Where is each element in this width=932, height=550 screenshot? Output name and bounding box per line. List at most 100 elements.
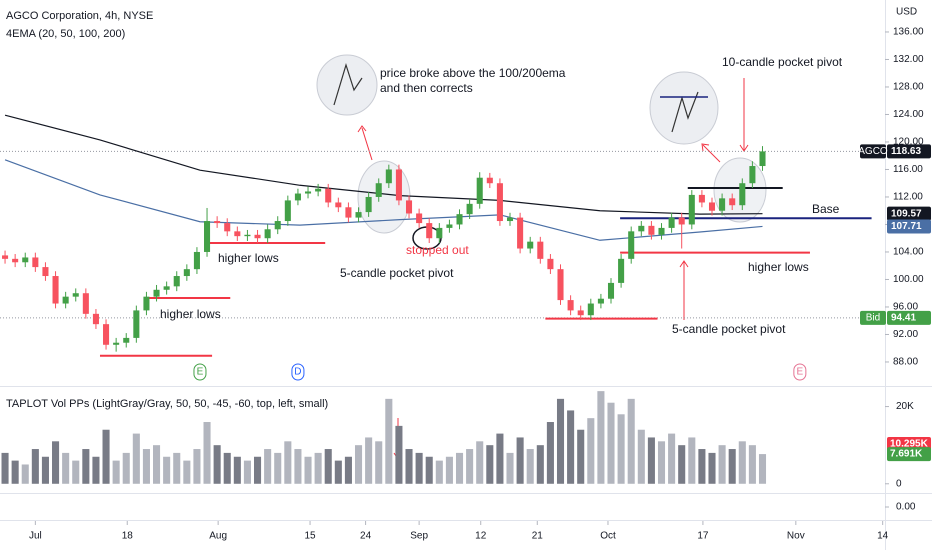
candle-body (12, 258, 19, 263)
annotation: 5-candle pocket pivot (672, 322, 786, 336)
arrow (361, 127, 373, 161)
candle-body (446, 224, 453, 228)
candle-body (658, 227, 665, 235)
candle-body (214, 221, 221, 224)
volume-bar (647, 437, 655, 484)
volume-tag-label: 10.295K (890, 439, 929, 450)
volume-bar (445, 456, 453, 484)
volume-bar (243, 460, 251, 484)
volume-bar (385, 398, 393, 484)
candle-body (123, 337, 130, 343)
candle-body (547, 258, 554, 270)
volume-bar (122, 452, 130, 484)
volume-bar (324, 449, 332, 484)
arrow (702, 144, 721, 163)
candle-body (254, 234, 261, 239)
volume-bar (637, 429, 645, 484)
volume-bar (203, 422, 211, 484)
volume-bar (758, 454, 767, 484)
volume-bar (375, 441, 383, 484)
volume-bar (728, 449, 736, 484)
candle-body (476, 177, 483, 204)
candle-body (163, 286, 170, 290)
price-pane: 88.0092.0096.00100.00104.00108.00112.001… (0, 27, 931, 381)
candle-body (274, 221, 281, 230)
annotation: Base (812, 202, 840, 216)
volume-bar (102, 429, 110, 484)
volume-bar (567, 410, 575, 484)
x-tick-label: 18 (122, 531, 134, 542)
candle-body (739, 183, 746, 206)
volume-bar (607, 402, 615, 484)
volume-bar (516, 437, 524, 484)
annotation: 10-candle pocket pivot (722, 55, 843, 69)
arrow-head (679, 260, 689, 268)
volume-bar (193, 449, 201, 484)
volume-bar (435, 460, 443, 484)
volume-bar (72, 460, 80, 484)
volume-bar (132, 433, 140, 484)
volume-bar (82, 449, 90, 484)
volume-bar (587, 418, 595, 484)
y-tick-label: 112.00 (893, 192, 923, 203)
volume-bar (223, 452, 231, 484)
volume-bar (738, 441, 746, 484)
y-tick-label: 100.00 (893, 274, 924, 285)
candle-body (719, 198, 726, 211)
indicator-title: TAPLOT Vol PPs (LightGray/Gray, 50, 50, … (6, 398, 328, 410)
candle-body (42, 267, 49, 277)
volume-bar (213, 445, 221, 484)
volume-bar (597, 391, 605, 484)
volume-bar (334, 460, 342, 484)
volume-bar (344, 456, 352, 484)
annotation: higher lows (218, 251, 279, 265)
price-tag (887, 310, 931, 325)
candle-body (607, 282, 615, 299)
x-tick-label: 14 (877, 531, 889, 542)
event-marker (793, 363, 807, 381)
candle-body (294, 193, 301, 201)
volume-bar (506, 452, 514, 484)
volume-bar (546, 422, 554, 484)
candle-body (577, 310, 584, 316)
y-tick-label: 92.00 (893, 329, 918, 340)
y-tick-label: 128.00 (893, 82, 924, 93)
annotation: higher lows (160, 307, 221, 321)
candle-body (193, 251, 200, 270)
x-tick-label: Oct (600, 531, 616, 542)
candle-body (244, 234, 251, 237)
volume-bar (496, 433, 504, 484)
price-tag (887, 219, 931, 234)
candle-body (537, 241, 544, 259)
volume-bar (627, 398, 635, 484)
volume-bar (163, 456, 171, 484)
candle-body (284, 200, 291, 222)
candle-body (82, 293, 89, 314)
volume-bar (395, 425, 403, 484)
volume-bar (455, 452, 464, 484)
event-label: E (197, 367, 204, 378)
candle-body (638, 225, 645, 232)
volume-bar (536, 445, 544, 484)
volume-bar (21, 464, 29, 484)
volume-bar (274, 452, 282, 484)
candle-body (527, 241, 534, 249)
volume-bar (617, 414, 625, 484)
ema-line (4, 159, 763, 241)
x-tick-label: Nov (787, 531, 805, 542)
volume-bar (425, 456, 433, 484)
candle-body (204, 221, 211, 252)
volume-bar (52, 441, 60, 484)
volume-bar (415, 452, 423, 484)
y-tick-label: 136.00 (893, 27, 924, 38)
volume-bar (264, 449, 272, 484)
candle-body (153, 289, 160, 297)
price-tag-name-box (860, 144, 886, 159)
y-tick-label: 124.00 (893, 109, 924, 120)
volume-bar (476, 441, 484, 484)
x-tick-label: 24 (360, 531, 372, 542)
annotation: and then corrects (380, 81, 473, 95)
y-tick-label: 88.00 (893, 357, 918, 368)
x-tick-label: 21 (532, 531, 544, 542)
candle-body (708, 202, 716, 211)
